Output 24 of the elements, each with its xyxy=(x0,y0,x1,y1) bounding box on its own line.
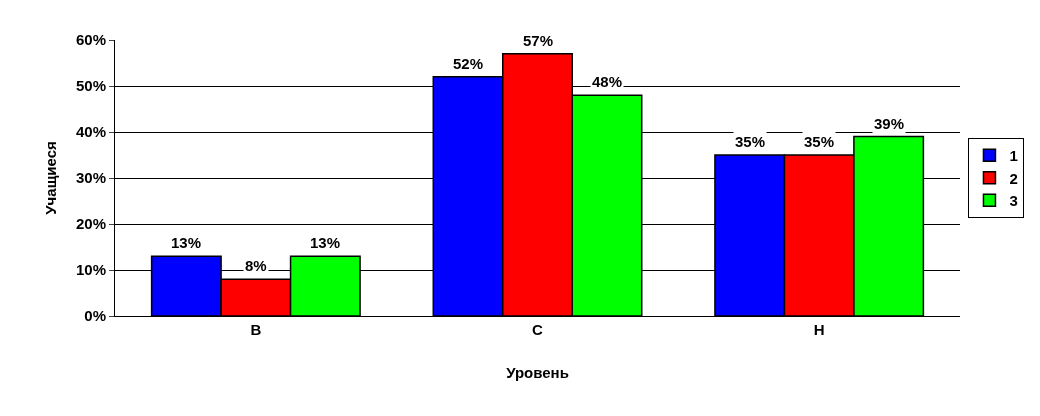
data-label: 13% xyxy=(171,234,202,251)
y-tick-label: 30% xyxy=(75,169,106,187)
y-tick-label: 40% xyxy=(75,123,106,141)
data-label: 8% xyxy=(245,257,267,274)
data-label: 48% xyxy=(592,73,623,90)
legend-label: 1 xyxy=(1009,147,1018,165)
data-label: 52% xyxy=(453,55,484,72)
y-tick-label: 50% xyxy=(75,77,106,95)
data-label: 35% xyxy=(735,133,766,150)
y-tick-label: 10% xyxy=(75,261,106,279)
x-tick-label: Н xyxy=(813,321,825,338)
data-label: 57% xyxy=(523,32,554,49)
data-label: 39% xyxy=(874,115,905,132)
data-label: 35% xyxy=(804,133,835,150)
x-tick-label: С xyxy=(532,321,544,338)
y-tick-label: 0% xyxy=(84,307,106,325)
y-tick-label: 20% xyxy=(75,215,106,233)
x-axis-title: Уровень xyxy=(506,364,569,381)
legend-label: 2 xyxy=(1009,169,1018,187)
x-tick-label: В xyxy=(250,321,262,338)
y-tick-label: 60% xyxy=(75,31,106,49)
data-label: 13% xyxy=(310,234,341,251)
legend-label: 3 xyxy=(1009,192,1018,210)
y-axis-title: Учащиеся xyxy=(42,141,60,215)
